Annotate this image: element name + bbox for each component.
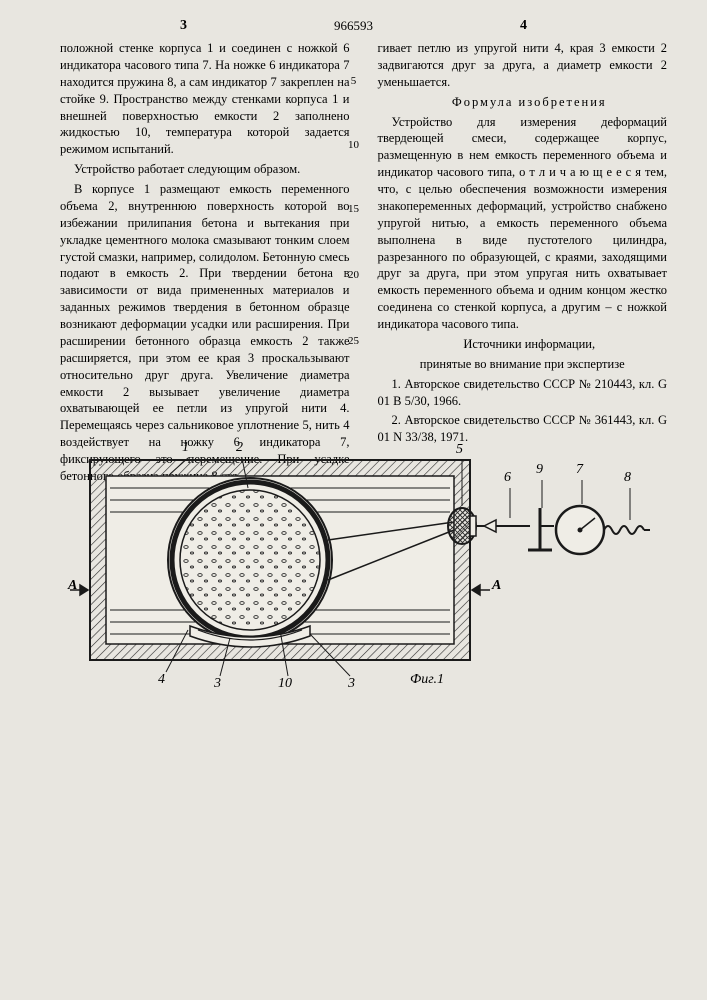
fig-label-5: 5: [456, 442, 463, 458]
fig-label-10: 10: [278, 676, 292, 692]
para: Устройство работает следующим образом.: [60, 161, 350, 178]
fig-label-2: 2: [236, 440, 243, 456]
source-ref: 1. Авторское свидетельство СССР № 210443…: [378, 376, 668, 410]
fig-label-8: 8: [624, 470, 631, 486]
formula-body: Устройство для измерения деформаций твер…: [378, 114, 668, 333]
fig-label-7: 7: [576, 462, 583, 478]
fig-label-4: 4: [158, 672, 165, 688]
document-number: 966593: [334, 18, 373, 34]
para: гивает петлю из упругой нити 4, края 3 е…: [378, 40, 668, 91]
text-columns: положной стенке корпуса 1 и соединен с н…: [60, 40, 667, 488]
fig-label-6: 6: [504, 470, 511, 486]
fig-label-A-right: A: [492, 578, 501, 594]
para: положной стенке корпуса 1 и соединен с н…: [60, 40, 350, 158]
figure-1: 1 2 5 6 9 7 8 A A 4 3 10 3 Фиг.1: [70, 430, 650, 690]
sources-title: Источники информации,: [378, 336, 668, 353]
right-column: гивает петлю из упругой нити 4, края 3 е…: [378, 40, 668, 488]
fig-label-1: 1: [182, 440, 189, 456]
fig-label-3a: 3: [214, 676, 221, 692]
fig-label-A-left: A: [68, 578, 77, 594]
left-column: положной стенке корпуса 1 и соединен с н…: [60, 40, 350, 488]
figure-caption: Фиг.1: [410, 672, 444, 688]
formula-title: Формула изобретения: [378, 94, 668, 111]
fig-label-9: 9: [536, 462, 543, 478]
fig-label-3b: 3: [348, 676, 355, 692]
figure-svg: [70, 430, 650, 690]
left-col-number: 3: [180, 18, 187, 34]
right-col-number: 4: [520, 18, 527, 34]
sources-sub: принятые во внимание при экспертизе: [378, 356, 668, 373]
